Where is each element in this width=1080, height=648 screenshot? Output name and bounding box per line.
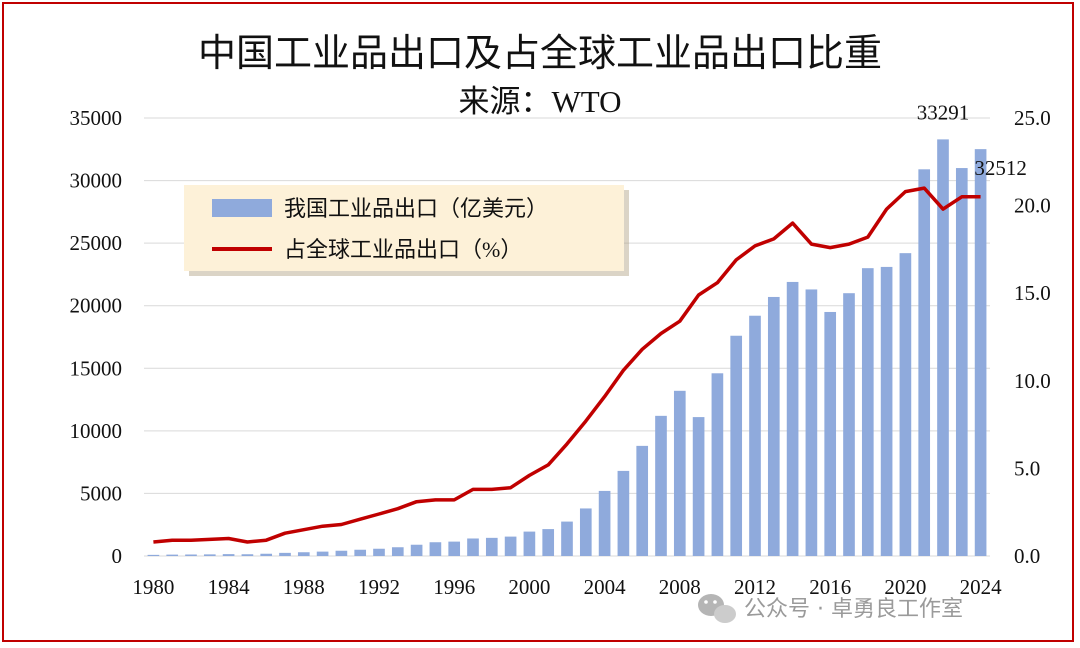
- wechat-icon: [698, 594, 736, 623]
- x-tick-label: 2000: [508, 575, 550, 599]
- bar: [279, 552, 291, 556]
- legend-bar-label: 我国工业品出口（亿美元）: [284, 196, 548, 221]
- y-left-tick-label: 25000: [70, 231, 123, 255]
- x-tick-label: 2016: [809, 575, 851, 599]
- bar: [185, 554, 197, 556]
- bar: [673, 390, 686, 556]
- bar: [767, 296, 780, 556]
- bar: [843, 293, 855, 556]
- bar: [937, 139, 949, 557]
- bar: [316, 551, 329, 556]
- bar: [354, 549, 367, 556]
- bar: [636, 445, 649, 556]
- bar: [899, 253, 912, 556]
- watermark: 公众号 · 卓勇良工作室: [698, 594, 963, 623]
- y-right-tick-label: 20.0: [1014, 194, 1051, 218]
- y-left-tick-label: 15000: [70, 356, 123, 380]
- bar: [335, 550, 348, 556]
- bar: [410, 544, 423, 556]
- bar: [805, 289, 818, 556]
- bar: [655, 415, 667, 556]
- y-left-tick-label: 20000: [70, 294, 123, 318]
- x-tick-label: 1996: [433, 575, 475, 599]
- bar: [222, 554, 235, 556]
- bar: [579, 508, 592, 556]
- y-axis-right: 0.0 5.0 10.0 15.0 20.0 25.0: [1014, 106, 1051, 568]
- bar: [617, 470, 630, 556]
- bar: [824, 311, 837, 556]
- bar: [166, 554, 179, 556]
- y-right-tick-label: 15.0: [1014, 281, 1051, 305]
- x-tick-label: 1988: [283, 575, 325, 599]
- bar: [749, 315, 761, 556]
- y-left-tick-label: 0: [112, 544, 123, 568]
- bar: [786, 281, 799, 556]
- bar: [692, 417, 705, 556]
- y-axis-left: 0 5000 10000 15000 20000 25000 30000 35000: [70, 106, 123, 568]
- bar: [561, 521, 573, 556]
- x-tick-label: 1992: [358, 575, 400, 599]
- bar: [203, 554, 216, 556]
- x-tick-label: 1980: [132, 575, 174, 599]
- share-line: [153, 186, 981, 544]
- bar: [391, 547, 404, 556]
- bar: [448, 541, 461, 556]
- x-tick-label: 2020: [884, 575, 926, 599]
- data-labels: 33291 32512: [917, 100, 1027, 180]
- bar: [955, 168, 968, 557]
- bar: [467, 538, 479, 556]
- y-left-tick-label: 35000: [70, 106, 123, 130]
- x-tick-label: 2024: [960, 575, 1003, 599]
- bar: [880, 266, 893, 556]
- bar: [918, 169, 931, 556]
- chart-title: 中国工业品出口及占全球工业品出口比重: [198, 33, 882, 75]
- legend-bar-swatch: [212, 199, 272, 217]
- bar: [523, 531, 536, 556]
- chart-subtitle: 来源：WTO: [458, 84, 621, 119]
- bar: [730, 335, 743, 556]
- bar: [147, 554, 160, 556]
- legend: 我国工业品出口（亿美元） 占全球工业品出口（%）: [184, 185, 629, 276]
- bar: [485, 537, 498, 556]
- y-right-tick-label: 5.0: [1014, 456, 1040, 480]
- bar: [598, 490, 611, 556]
- y-left-tick-label: 5000: [80, 481, 122, 505]
- x-tick-label: 2012: [734, 575, 776, 599]
- x-tick-label: 2004: [584, 575, 627, 599]
- y-right-tick-label: 25.0: [1014, 106, 1051, 130]
- y-left-tick-label: 30000: [70, 169, 123, 193]
- x-tick-label: 1984: [208, 575, 251, 599]
- data-label: 32512: [974, 156, 1027, 180]
- line-series: [153, 186, 981, 544]
- bar: [260, 553, 273, 556]
- y-right-tick-label: 0.0: [1014, 544, 1040, 568]
- data-label: 33291: [917, 100, 970, 124]
- bar: [711, 373, 724, 556]
- watermark-text: 公众号 · 卓勇良工作室: [744, 597, 963, 622]
- bar: [861, 268, 874, 556]
- bar: [241, 554, 254, 556]
- bar: [297, 552, 310, 556]
- bar: [504, 536, 517, 556]
- bar: [373, 548, 385, 556]
- legend-line-label: 占全球工业品出口（%）: [284, 237, 522, 262]
- y-left-tick-label: 10000: [70, 419, 123, 443]
- chart-svg: 0 5000 10000 15000 20000 25000 30000 35000 0.0 5…: [70, 33, 1051, 623]
- x-axis: 1980 1984 1988 1992 1996 2000 2004 2008 2012 2016…: [132, 575, 1002, 599]
- bar-series: [147, 139, 987, 557]
- x-tick-label: 2008: [659, 575, 701, 599]
- bar: [542, 529, 555, 556]
- bar: [429, 542, 442, 556]
- bar: [974, 149, 987, 556]
- y-right-tick-label: 10.0: [1014, 369, 1051, 393]
